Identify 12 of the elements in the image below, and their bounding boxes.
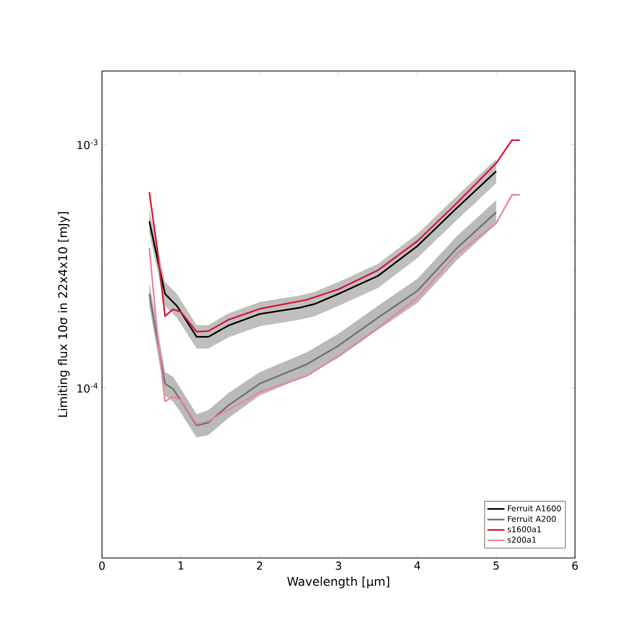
x-tick-label: 5 xyxy=(494,562,499,570)
line-series xyxy=(148,139,521,332)
y-tick-label: 10$^{-3}$ xyxy=(78,139,98,150)
x-tick-label: 6 xyxy=(572,562,578,570)
x-tick-label: 3 xyxy=(336,562,342,570)
x-tick-label: 2 xyxy=(256,562,262,570)
y-axis-title: Limiting flux 10σ in 22x4x10 [mJy] xyxy=(58,212,70,417)
x-tick-label: 1 xyxy=(178,562,184,570)
y-tick-label: 10$^{-4}$ xyxy=(78,382,98,393)
x-tick-label: 4 xyxy=(414,562,420,570)
x-tick-label: 0 xyxy=(99,562,105,570)
x-axis-title: Wavelength [μm] xyxy=(287,576,390,588)
